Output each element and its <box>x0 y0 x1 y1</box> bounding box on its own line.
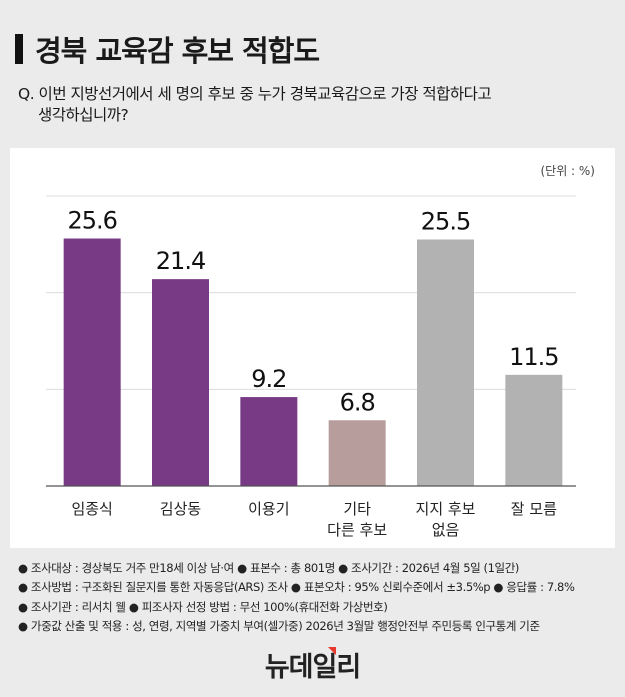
category-label: 기타 <box>343 500 371 518</box>
bar <box>417 239 474 486</box>
question-line-1: Q. 이번 지방선거에서 세 명의 후보 중 누가 경북교육감으로 가장 적합하… <box>18 85 492 103</box>
bar <box>63 238 121 486</box>
data-label: 25.6 <box>67 207 116 235</box>
logo-accent <box>328 647 336 655</box>
note-line: ● 가중값 산출 및 적용 : 성, 연령, 지역별 가중치 부여(셀가중) 2… <box>18 618 540 633</box>
data-label: 11.5 <box>509 343 558 371</box>
note-line: ● 조사기관 : 리서치 웰 ● 피조사자 선정 방법 : 무선 100%(휴대… <box>18 599 388 614</box>
category-label: 김상동 <box>160 500 202 518</box>
note-line: ● 조사방법 : 구조화된 질문지를 통한 자동응답(ARS) 조사 ● 표본오… <box>18 580 575 595</box>
data-label: 6.8 <box>340 388 375 416</box>
bar <box>328 420 386 486</box>
unit-label: (단위 : %) <box>540 164 595 178</box>
bar <box>505 374 563 486</box>
data-label: 25.5 <box>421 208 470 236</box>
question-line-2: 생각하십니까? <box>38 106 129 124</box>
data-label: 9.2 <box>251 365 286 393</box>
page-title: 경북 교육감 후보 적합도 <box>15 28 320 70</box>
note-line: ● 조사대상 : 경상북도 거주 만18세 이상 남·여 ● 표본수 : 총 8… <box>18 561 520 575</box>
bar <box>152 279 209 486</box>
category-label: 잘 모름 <box>511 500 557 518</box>
category-label: 없음 <box>432 521 460 539</box>
category-label: 이용기 <box>248 500 289 518</box>
survey-question: Q. 이번 지방선거에서 세 명의 후보 중 누가 경북교육감으로 가장 적합하… <box>18 84 608 126</box>
category-label: 지지 후보 <box>416 500 476 518</box>
bar <box>240 397 298 486</box>
title-text: 경북 교육감 후보 적합도 <box>35 34 320 68</box>
survey-notes: ● 조사대상 : 경상북도 거주 만18세 이상 남·여 ● 표본수 : 총 8… <box>18 559 575 636</box>
title-marker <box>15 34 23 64</box>
logo-text: 뉴데일리 <box>264 652 361 683</box>
logo: 뉴데일리 <box>0 645 625 684</box>
category-label: 임종식 <box>71 500 112 518</box>
data-label: 21.4 <box>156 247 205 275</box>
category-label: 다른 후보 <box>327 521 387 539</box>
